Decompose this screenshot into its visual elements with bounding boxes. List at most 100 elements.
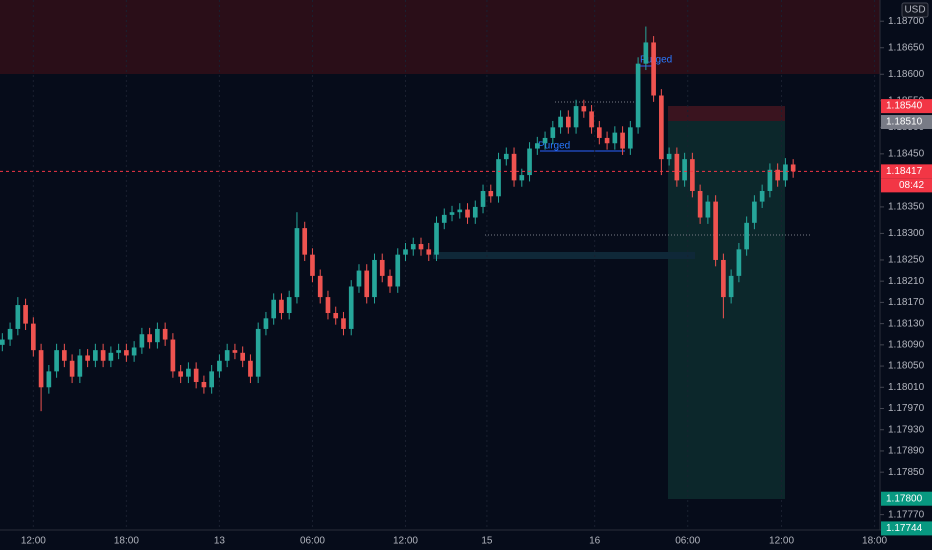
x-tick-label: 12:00 <box>393 536 418 547</box>
candle-body <box>628 127 633 149</box>
candle-body <box>131 347 137 356</box>
candle-body <box>294 228 300 298</box>
candle-body <box>310 254 315 276</box>
candle-body <box>15 305 21 329</box>
candle-body <box>635 63 641 128</box>
candle-body <box>325 297 331 314</box>
candle-body <box>666 153 672 160</box>
candle-body <box>387 275 393 287</box>
candle-body <box>790 164 796 172</box>
candle-body <box>759 190 765 202</box>
x-tick-label: 06:00 <box>300 536 325 547</box>
candle-body <box>379 259 385 276</box>
candle-body <box>263 318 269 329</box>
candle-body <box>364 270 370 298</box>
candle-body <box>77 355 83 377</box>
candle-body <box>597 127 602 138</box>
x-tick-label: 06:00 <box>675 536 700 547</box>
candle-body <box>317 275 323 298</box>
candle-body <box>697 190 703 218</box>
candle-body <box>38 350 44 388</box>
candle-body <box>589 111 594 128</box>
candle-body <box>767 169 773 191</box>
candle-body <box>426 249 432 255</box>
candle-body <box>31 323 36 351</box>
candle-body <box>333 313 339 319</box>
candle-body <box>124 350 129 356</box>
candle-body <box>155 328 160 343</box>
candle-body <box>372 259 377 298</box>
candle-body <box>496 159 501 197</box>
price-label: 1.17800 <box>886 493 923 504</box>
candle-body <box>472 206 478 218</box>
price-label: 1.18540 <box>886 101 923 112</box>
candle-body <box>62 350 67 361</box>
candle-body <box>728 275 734 298</box>
y-tick-label: 1.17850 <box>888 467 925 478</box>
candle-body <box>480 190 486 207</box>
candle-body <box>581 106 587 112</box>
candle-body <box>108 352 114 361</box>
x-tick-label: 16 <box>589 536 601 547</box>
candle-body <box>465 209 470 218</box>
candle-body <box>23 305 28 324</box>
y-tick-label: 1.17770 <box>888 509 925 520</box>
y-tick-label: 1.18450 <box>888 148 925 159</box>
candle-body <box>565 116 571 128</box>
candle-body <box>255 328 261 377</box>
candle-body <box>0 339 5 345</box>
candle-body <box>573 106 579 128</box>
price-label: 1.17744 <box>886 523 923 534</box>
y-tick-label: 1.18010 <box>888 382 925 393</box>
candle-body <box>682 159 687 181</box>
y-tick-label: 1.18700 <box>888 16 925 27</box>
price-label-box <box>881 115 932 130</box>
candle-body <box>248 360 253 377</box>
y-tick-label: 1.17890 <box>888 446 925 457</box>
position-loss-zone <box>668 106 785 121</box>
annotation: Purged <box>538 141 570 152</box>
candle-body <box>651 42 656 96</box>
price-label-box <box>881 521 932 536</box>
candle-body <box>503 153 509 160</box>
candle-body <box>240 352 246 361</box>
candle-body <box>542 137 548 144</box>
candle-body <box>217 360 222 372</box>
x-tick-label: 15 <box>481 536 493 547</box>
candle-body <box>775 169 780 181</box>
candle-body <box>744 222 749 250</box>
candle-body <box>395 254 401 287</box>
candle-body <box>69 360 75 377</box>
candle-body <box>511 153 517 181</box>
candle-body <box>147 334 152 343</box>
candle-body <box>550 127 556 138</box>
candle-body <box>643 42 649 64</box>
countdown-box <box>881 178 932 193</box>
candle-body <box>457 209 463 213</box>
candle-body <box>139 334 145 348</box>
currency-box <box>901 2 929 18</box>
y-tick-label: 1.18050 <box>888 361 925 372</box>
candle-body <box>705 201 711 218</box>
candle-body <box>271 299 277 319</box>
candle-body <box>193 368 199 382</box>
candle-body <box>7 328 13 340</box>
candle-body <box>434 222 439 255</box>
y-tick-label: 1.18090 <box>888 339 925 350</box>
y-tick-label: 1.18130 <box>888 318 925 329</box>
candle-body <box>690 159 695 191</box>
price-axis <box>880 0 932 530</box>
y-tick-label: 1.18300 <box>888 228 925 239</box>
candle-body <box>116 350 121 353</box>
y-tick-label: 1.18350 <box>888 202 925 213</box>
candle-body <box>659 95 664 160</box>
annotation: Purged <box>640 55 672 66</box>
y-tick-label: 1.18210 <box>888 276 925 287</box>
countdown: 08:42 <box>899 180 924 191</box>
x-tick-label: 12:00 <box>769 536 794 547</box>
candle-body <box>186 368 191 377</box>
candle-body <box>403 249 408 255</box>
candle-body <box>620 132 625 149</box>
candle-body <box>721 259 726 298</box>
